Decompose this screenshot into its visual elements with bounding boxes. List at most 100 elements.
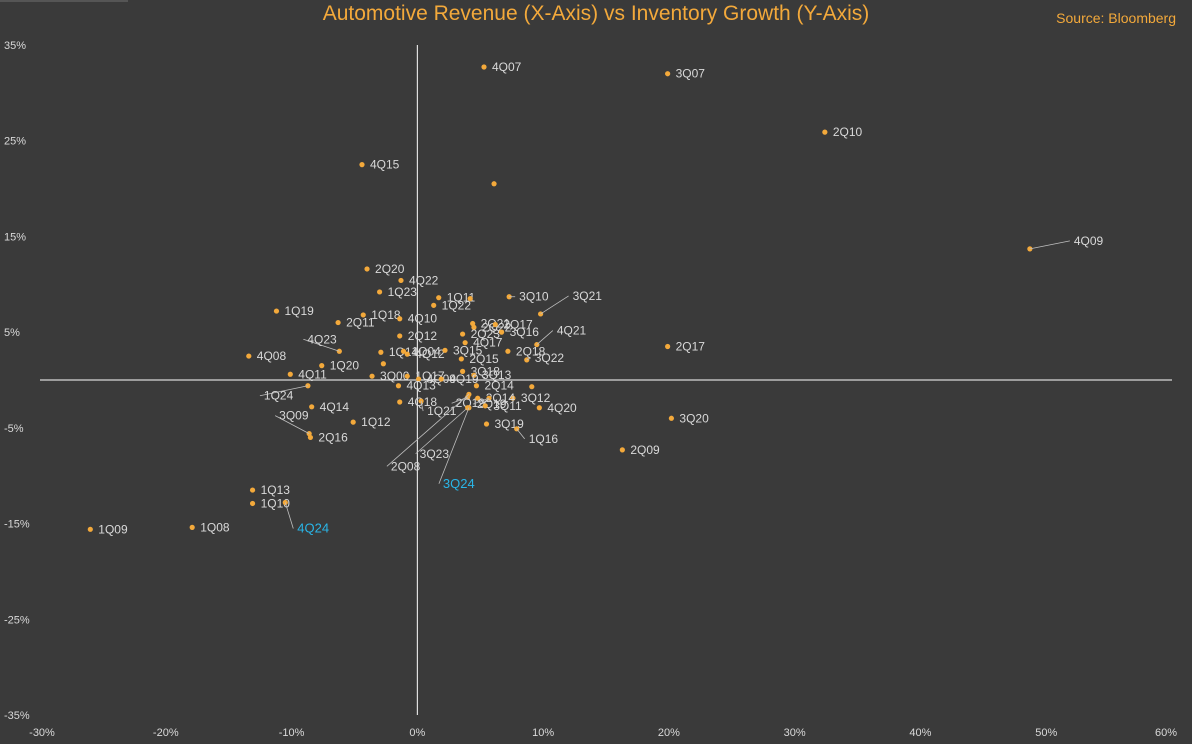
label-leader-line: [420, 400, 424, 412]
data-point: [360, 312, 366, 318]
data-point: [249, 500, 256, 507]
label-leader-line: [303, 338, 340, 352]
data-point: [287, 371, 293, 377]
point-label: 2Q14: [484, 379, 514, 393]
data-point: [359, 162, 365, 168]
label-leader-line: [386, 394, 470, 467]
y-tick-label: -5%: [4, 423, 24, 435]
point-label: 1Q08: [200, 520, 230, 534]
data-point: [492, 321, 498, 328]
data-point: [460, 368, 466, 374]
data-point: [397, 399, 403, 405]
point-label: 2Q17: [676, 340, 706, 354]
data-point: [665, 343, 671, 350]
x-tick-label: 50%: [1035, 727, 1057, 739]
point-label: 3Q16: [510, 325, 540, 339]
point-label: 4Q07: [492, 60, 522, 74]
data-point: [467, 296, 473, 302]
point-label: 4Q10: [408, 312, 438, 326]
y-tick-label: -15%: [4, 519, 30, 531]
point-label: 4Q19: [449, 372, 479, 386]
data-point: [505, 348, 511, 354]
data-point: [481, 64, 487, 70]
label-leader-line: [526, 357, 531, 361]
data-point: [462, 340, 468, 346]
data-point: [482, 403, 488, 409]
data-point: [364, 266, 370, 272]
data-point: [189, 524, 195, 531]
point-label: 2Q14: [486, 391, 516, 405]
x-tick-label: 60%: [1155, 727, 1177, 739]
data-point: [380, 361, 386, 367]
point-label: 1Q22: [442, 298, 472, 312]
point-label: 2Q11: [346, 316, 375, 330]
x-tick-label: -30%: [29, 727, 55, 739]
point-label: 4Q08: [257, 349, 287, 363]
point-label: 3Q09: [279, 409, 309, 423]
point-label: 3Q11: [493, 399, 522, 413]
top-divider: [0, 0, 128, 2]
data-point: [668, 415, 675, 421]
data-point: [319, 363, 325, 369]
data-point: [438, 376, 444, 382]
x-tick-label: 10%: [532, 727, 554, 739]
data-point: [471, 372, 477, 378]
point-label: 1Q16: [529, 432, 559, 446]
point-label: 4Q11: [298, 367, 327, 381]
point-label: 4Q17: [473, 336, 503, 350]
data-point: [309, 404, 315, 410]
data-point: [400, 348, 407, 354]
x-tick-label: 40%: [909, 727, 931, 739]
label-leader-line: [1029, 240, 1070, 250]
point-label: 1Q24: [264, 389, 294, 403]
point-label: 2Q09: [630, 443, 660, 457]
y-tick-label: -25%: [4, 614, 30, 626]
data-point: [246, 353, 252, 359]
point-label: 4Q15: [370, 158, 400, 172]
data-point: [665, 71, 671, 77]
point-label: 2Q17: [503, 317, 533, 331]
point-label: 3Q15: [453, 343, 483, 357]
data-point: [536, 405, 542, 411]
point-label: 3Q12: [521, 391, 551, 405]
data-point: [510, 395, 516, 401]
y-tick-label: -35%: [4, 710, 30, 722]
data-point: [397, 316, 403, 322]
point-label: 3Q19: [495, 417, 525, 431]
data-point: [404, 373, 410, 379]
point-label: 2Q23: [471, 327, 501, 341]
x-tick-label: -20%: [153, 727, 179, 739]
data-point: [471, 324, 477, 330]
point-label: 1Q09: [98, 522, 128, 536]
label-leader-line: [438, 407, 470, 484]
data-point: [473, 383, 480, 389]
x-tick-label: 30%: [784, 727, 806, 739]
point-label: 1Q18: [371, 308, 401, 322]
data-point: [619, 447, 625, 453]
point-label: 2Q10: [833, 125, 863, 139]
point-label: 1Q11: [447, 291, 476, 305]
data-point: [398, 277, 404, 284]
data-point: [377, 289, 383, 295]
point-label: 4Q22: [409, 273, 439, 287]
data-point: [395, 383, 402, 389]
data-point: [499, 329, 505, 335]
y-tick-label: 35%: [4, 40, 26, 52]
point-label: 1Q19: [284, 304, 314, 318]
x-tick-label: -10%: [279, 727, 305, 739]
point-label: 2Q20: [375, 262, 405, 276]
point-label: 1Q23: [388, 285, 418, 299]
point-label: 1Q17: [415, 369, 445, 383]
point-label: 1Q20: [330, 359, 360, 373]
point-label: 2Q16: [318, 430, 348, 444]
y-tick-label: 15%: [4, 231, 26, 243]
x-tick-label: 0%: [409, 727, 425, 739]
point-label: 3Q13: [482, 368, 512, 382]
data-point: [431, 302, 437, 308]
data-point: [369, 373, 375, 379]
label-leader-line: [284, 502, 294, 529]
point-label: 2Q22: [482, 320, 512, 334]
label-leader-line: [516, 428, 526, 440]
label-leader-line: [472, 397, 490, 405]
